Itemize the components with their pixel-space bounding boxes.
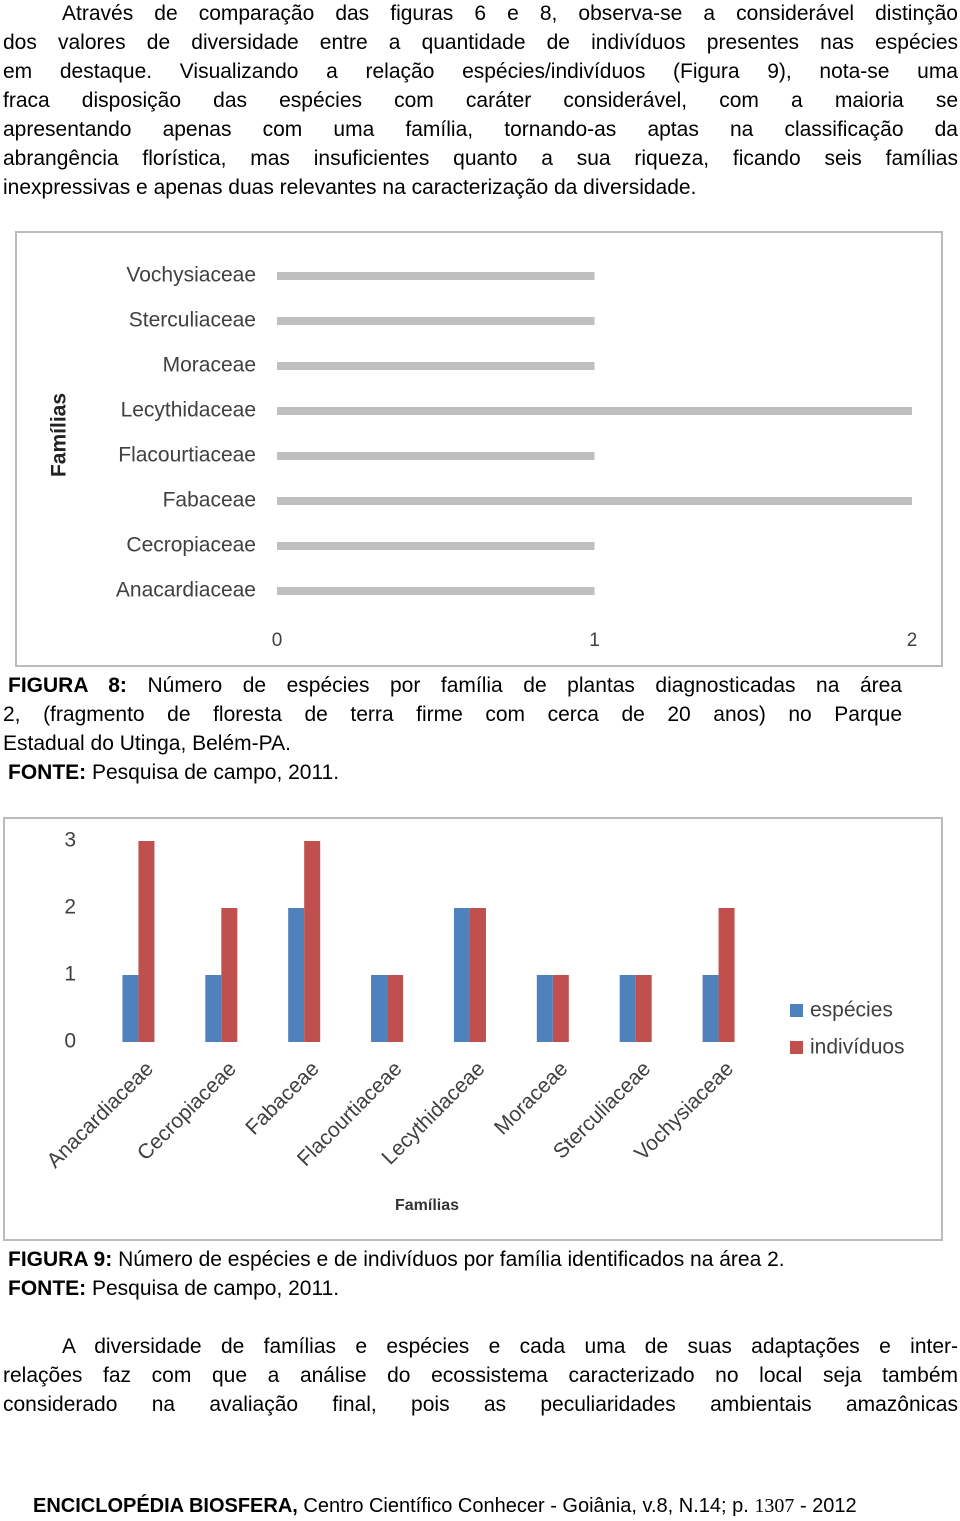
text-line: FONTE: Pesquisa de campo, 2011. — [8, 1274, 953, 1303]
y-tick-label: Flacourtiaceae — [118, 444, 256, 467]
text-line: fraca disposição das espécies com caráte… — [3, 89, 958, 112]
caption-label: FIGURA 8: — [8, 674, 127, 697]
text-line: considerado na avaliação final, pois as … — [3, 1393, 958, 1416]
y-tick-label: 3 — [64, 829, 76, 852]
paragraph: Através de comparação das figuras 6 e 8,… — [3, 0, 958, 202]
y-tick-label: Moraceae — [163, 354, 256, 377]
bar — [277, 362, 595, 370]
bar — [277, 317, 595, 325]
x-tick-label: 0 — [272, 630, 283, 651]
bar — [469, 908, 486, 1042]
page-number: 1307 — [754, 1495, 795, 1517]
bar — [619, 975, 636, 1042]
bar — [536, 975, 553, 1042]
bar — [138, 841, 155, 1042]
text-line: 2, (fragmento de floresta de terra firme… — [3, 703, 902, 726]
text-line: Estadual do Utinga, Belém-PA. — [3, 732, 291, 755]
bar — [277, 407, 912, 415]
bar — [387, 975, 404, 1042]
bar — [288, 908, 305, 1042]
text-line: em destaque. Visualizando a relação espé… — [3, 60, 958, 83]
legend-swatch — [790, 1041, 803, 1054]
bar — [371, 975, 388, 1042]
source-label: FONTE: — [8, 761, 87, 784]
text-line: FIGURA 9: Número de espécies e de indiví… — [8, 1245, 953, 1274]
figure-caption: FIGURA 9: Número de espécies e de indiví… — [8, 1245, 953, 1303]
source-label: FONTE: — [8, 1277, 87, 1300]
text-line: Através de comparação das figuras 6 e 8,… — [62, 2, 958, 25]
text-line: abrangência florística, mas insuficiente… — [3, 147, 958, 170]
legend-label: espécies — [810, 999, 893, 1022]
text-line: A diversidade de famílias e espécies e c… — [62, 1335, 958, 1358]
bar — [718, 908, 735, 1042]
y-tick-label: Fabaceae — [163, 489, 256, 512]
bar — [277, 497, 912, 505]
figure-caption: FIGURA 8: Número de espécies por família… — [3, 671, 902, 787]
caption-label: FIGURA 9: — [8, 1248, 113, 1271]
y-tick-label: Vochysiaceae — [126, 264, 256, 287]
text-line: FIGURA 8: Número de espécies por família… — [3, 671, 902, 700]
y-tick-label: Cecropiaceae — [126, 534, 256, 557]
y-tick-label: 0 — [64, 1030, 76, 1053]
source-text: Pesquisa de campo, 2011. — [92, 1277, 340, 1300]
bar — [221, 908, 238, 1042]
text-line: inexpressivas e apenas duas relevantes n… — [3, 176, 697, 199]
year: - 2012 — [799, 1495, 857, 1517]
y-axis-label: Famílias — [48, 393, 71, 477]
journal-name: ENCICLOPÉDIA BIOSFERA, — [33, 1495, 298, 1517]
y-tick-label: 2 — [64, 896, 76, 919]
bar — [277, 587, 595, 595]
y-tick-label: Lecythidaceae — [121, 399, 256, 422]
journal-details: Centro Científico Conhecer - Goiânia, v.… — [303, 1495, 749, 1517]
x-tick-label: 1 — [589, 630, 600, 651]
x-axis-label: Famílias — [395, 1197, 459, 1214]
legend-label: indivíduos — [810, 1036, 905, 1059]
bar — [304, 841, 321, 1042]
text-line: FONTE: Pesquisa de campo, 2011. — [3, 758, 902, 787]
bar — [277, 272, 595, 280]
text-line: apresentando apenas com uma família, tor… — [3, 118, 958, 141]
bar — [552, 975, 569, 1042]
bar — [702, 975, 719, 1042]
text-line: relações faz com que a análise do ecossi… — [3, 1364, 958, 1387]
bar — [453, 908, 470, 1042]
source-text: Pesquisa de campo, 2011. — [92, 761, 340, 784]
y-tick-label: Sterculiaceae — [129, 309, 256, 332]
paragraph: A diversidade de famílias e espécies e c… — [3, 1332, 958, 1419]
y-tick-label: 1 — [64, 963, 76, 986]
legend-swatch — [790, 1004, 803, 1017]
bar — [277, 542, 595, 550]
caption-text: Número de espécies por família de planta… — [147, 674, 902, 697]
footer: ENCICLOPÉDIA BIOSFERA, Centro Científico… — [33, 1492, 857, 1521]
bar — [205, 975, 222, 1042]
y-tick-label: Anacardiaceae — [116, 579, 256, 602]
x-tick-label: 2 — [907, 630, 918, 651]
bar — [277, 452, 595, 460]
caption-text: Número de espécies e de indivíduos por f… — [118, 1248, 785, 1271]
text-line: dos valores de diversidade entre a quant… — [3, 31, 958, 54]
bar — [122, 975, 139, 1042]
bar — [635, 975, 652, 1042]
